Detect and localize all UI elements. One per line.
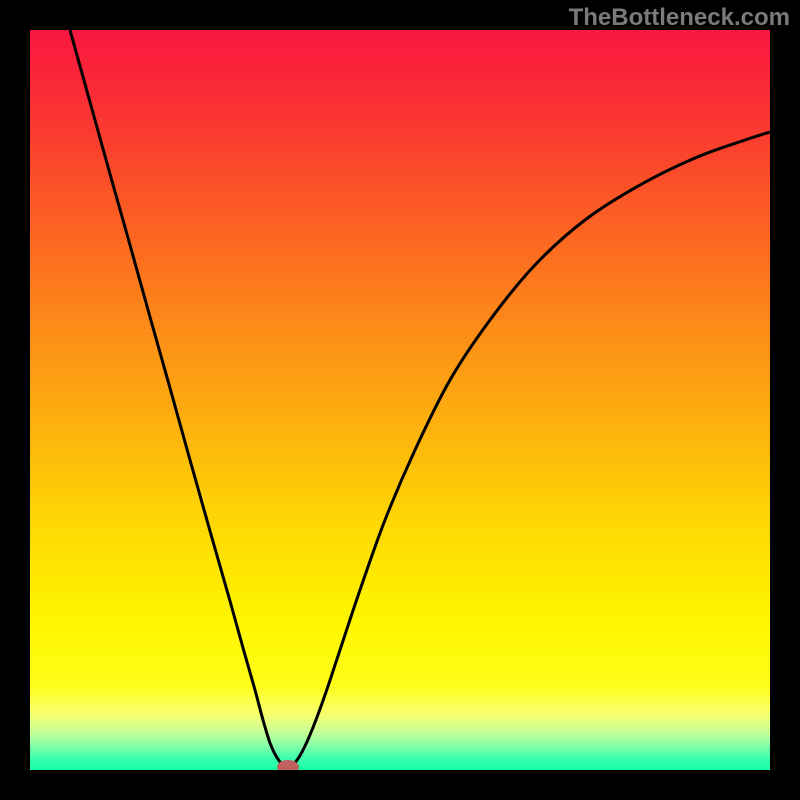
gradient-background <box>30 30 770 770</box>
chart-container <box>30 30 770 770</box>
bottleneck-chart <box>30 30 770 770</box>
watermark-text: TheBottleneck.com <box>569 4 790 32</box>
